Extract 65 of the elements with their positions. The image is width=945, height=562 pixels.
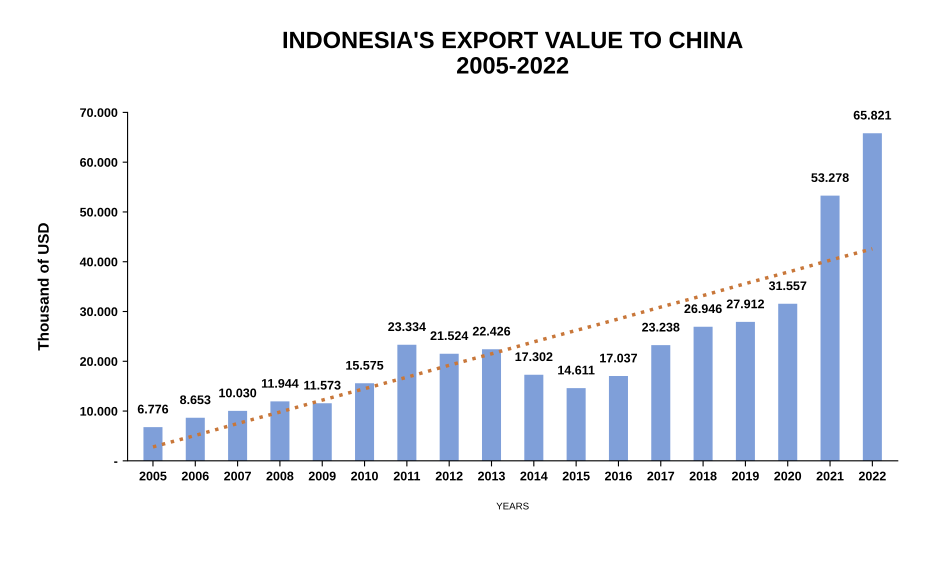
x-tick-label: 2014 — [520, 472, 548, 480]
y-axis-title: Thousand of USD — [38, 223, 49, 351]
y-tick-label: 30.000 — [80, 307, 118, 316]
bar — [143, 427, 162, 461]
data-label: 8.653 — [180, 395, 210, 404]
x-tick-label: 2018 — [690, 472, 717, 480]
data-label: 22.426 — [472, 326, 510, 336]
x-tick-label: 2016 — [604, 472, 632, 480]
x-tick-label: 2005 — [139, 472, 167, 480]
bar — [228, 410, 248, 461]
data-label: 10.030 — [219, 388, 256, 398]
bar — [608, 376, 628, 461]
data-label: 11.944 — [262, 378, 299, 388]
data-label: 26.946 — [684, 304, 722, 314]
bar — [778, 304, 798, 461]
y-tick-label: - — [114, 461, 118, 463]
y-tick-label: 40.000 — [80, 258, 118, 266]
x-tick-label: 2015 — [562, 472, 590, 480]
bar — [566, 388, 586, 461]
bar — [694, 326, 713, 461]
data-label: 21.524 — [430, 331, 468, 340]
bar — [862, 133, 882, 461]
x-tick-label: 2017 — [647, 472, 674, 480]
bar — [186, 418, 205, 461]
x-tick-label: 2022 — [858, 472, 886, 480]
x-tick-label: 2019 — [732, 472, 759, 480]
x-tick-label: 2007 — [224, 472, 251, 480]
bar — [524, 374, 544, 461]
data-label: 23.238 — [642, 322, 680, 332]
bar — [440, 354, 459, 461]
x-tick-label: 2020 — [774, 472, 802, 480]
x-tick-label: 2009 — [308, 472, 336, 480]
y-tick-label: 10.000 — [80, 406, 118, 416]
data-label: 23.334 — [388, 322, 426, 332]
data-label: 14.611 — [558, 366, 595, 375]
chart-title: INDONESIA'S EXPORT VALUE TO CHINA 2005-2022 — [284, 32, 743, 74]
y-tick-label: 70.000 — [80, 108, 118, 118]
bar — [820, 196, 840, 461]
y-tick-label: 20.000 — [80, 357, 118, 366]
x-tick-label: 2011 — [394, 472, 420, 480]
data-label: 27.912 — [726, 299, 764, 308]
data-label: 31.557 — [768, 281, 806, 290]
x-tick-label: 2006 — [182, 472, 209, 480]
bar — [312, 403, 332, 461]
bar — [736, 322, 755, 461]
bar — [651, 345, 670, 461]
bar — [397, 344, 416, 461]
x-tick-label: 2013 — [478, 472, 505, 480]
x-tick-label: 2012 — [436, 472, 463, 480]
x-axis-title: YEARS — [496, 502, 529, 510]
x-tick-label: 2008 — [266, 472, 294, 480]
data-label: 11.573 — [304, 380, 341, 390]
bar — [482, 349, 502, 461]
bar — [270, 401, 290, 461]
data-label: 65.821 — [854, 110, 892, 120]
x-tick-label: 2021 — [816, 472, 844, 480]
x-tick-label: 2010 — [351, 472, 378, 480]
data-label: 53.278 — [811, 173, 849, 182]
data-label: 17.037 — [600, 354, 638, 362]
y-tick-label: 50.000 — [80, 208, 118, 217]
bar — [355, 383, 374, 461]
data-label: 15.575 — [346, 361, 384, 370]
data-label: 17.302 — [515, 352, 552, 362]
y-tick-label: 60.000 — [80, 158, 118, 167]
data-label: 6.776 — [138, 404, 168, 414]
